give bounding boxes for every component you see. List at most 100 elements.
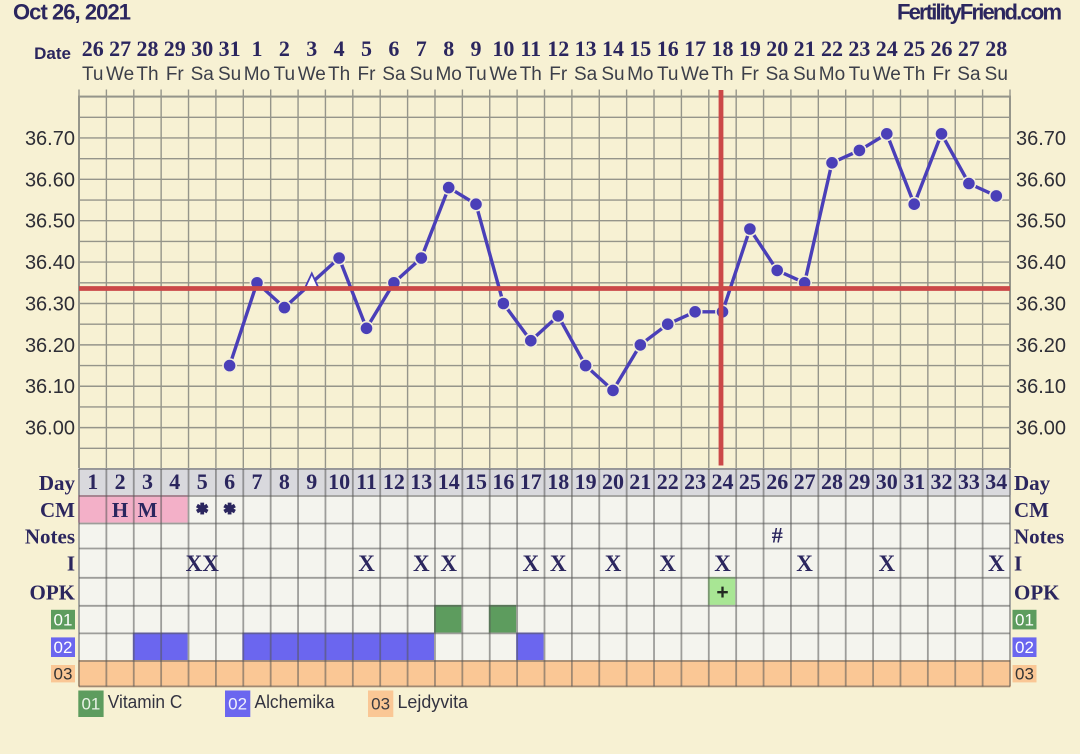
svg-text:X: X <box>522 551 539 576</box>
svg-text:Fr: Fr <box>933 64 952 85</box>
svg-text:Sa: Sa <box>766 64 790 85</box>
svg-text:Mo: Mo <box>244 64 270 85</box>
svg-text:X: X <box>878 551 895 576</box>
svg-text:OPK: OPK <box>30 580 76 604</box>
svg-text:Su: Su <box>410 64 433 85</box>
svg-text:02: 02 <box>228 695 247 714</box>
svg-text:We: We <box>298 64 326 85</box>
svg-text:I: I <box>1014 552 1022 576</box>
svg-text:Mo: Mo <box>627 64 653 85</box>
svg-text:26: 26 <box>82 36 104 61</box>
svg-text:8: 8 <box>279 469 290 494</box>
svg-text:X: X <box>988 551 1005 576</box>
svg-text:01: 01 <box>1015 611 1034 630</box>
svg-text:We: We <box>873 64 901 85</box>
svg-text:Day: Day <box>39 471 76 495</box>
svg-text:03: 03 <box>54 665 73 684</box>
svg-text:Oct 26, 2021: Oct 26, 2021 <box>13 0 131 25</box>
svg-text:We: We <box>106 64 134 85</box>
svg-text:10: 10 <box>328 469 350 494</box>
svg-text:CM: CM <box>1014 498 1049 522</box>
svg-text:36.30: 36.30 <box>25 294 75 316</box>
svg-text:02: 02 <box>1015 638 1034 657</box>
svg-text:#: # <box>772 523 783 548</box>
svg-text:Th: Th <box>711 64 733 85</box>
svg-text:I: I <box>67 552 75 576</box>
svg-text:7: 7 <box>416 36 427 61</box>
svg-text:Lejdyvita: Lejdyvita <box>398 692 469 712</box>
svg-text:36.50: 36.50 <box>1016 211 1066 233</box>
svg-text:16: 16 <box>492 469 514 494</box>
svg-text:9: 9 <box>471 36 482 61</box>
svg-text:Su: Su <box>601 64 624 85</box>
svg-text:OPK: OPK <box>1014 580 1060 604</box>
svg-text:1: 1 <box>252 36 263 61</box>
svg-text:36.70: 36.70 <box>1016 128 1066 150</box>
svg-text:FertilityFriend.com: FertilityFriend.com <box>897 0 1062 25</box>
svg-text:03: 03 <box>1015 665 1034 684</box>
svg-text:25: 25 <box>739 469 761 494</box>
svg-text:Tu: Tu <box>274 64 295 85</box>
svg-text:25: 25 <box>903 36 925 61</box>
svg-text:20: 20 <box>766 36 788 61</box>
svg-text:X: X <box>358 551 375 576</box>
svg-text:21: 21 <box>794 36 816 61</box>
svg-text:Alchemika: Alchemika <box>255 692 336 712</box>
svg-text:23: 23 <box>848 36 870 61</box>
svg-text:X: X <box>550 551 567 576</box>
svg-text:Tu: Tu <box>657 64 678 85</box>
svg-text:We: We <box>489 64 517 85</box>
svg-text:32: 32 <box>931 469 953 494</box>
svg-text:X: X <box>413 551 430 576</box>
svg-text:Tu: Tu <box>465 64 486 85</box>
svg-text:33: 33 <box>958 469 980 494</box>
svg-text:24: 24 <box>876 36 898 61</box>
svg-text:36.40: 36.40 <box>1016 252 1066 274</box>
svg-text:36.60: 36.60 <box>25 169 75 191</box>
svg-text:Fr: Fr <box>358 64 377 85</box>
svg-text:X: X <box>796 551 813 576</box>
svg-text:Su: Su <box>985 64 1008 85</box>
svg-text:9: 9 <box>306 469 317 494</box>
svg-text:3: 3 <box>142 469 153 494</box>
svg-text:18: 18 <box>547 469 569 494</box>
svg-text:23: 23 <box>684 469 706 494</box>
svg-text:Th: Th <box>903 64 925 85</box>
svg-text:We: We <box>681 64 709 85</box>
svg-text:19: 19 <box>739 36 761 61</box>
svg-text:16: 16 <box>657 36 679 61</box>
svg-text:29: 29 <box>164 36 186 61</box>
svg-text:Mo: Mo <box>819 64 845 85</box>
svg-text:36.70: 36.70 <box>25 128 75 150</box>
svg-text:1: 1 <box>87 469 98 494</box>
svg-text:H: H <box>112 498 128 522</box>
svg-text:13: 13 <box>575 36 597 61</box>
svg-text:36.10: 36.10 <box>25 376 75 398</box>
svg-text:8: 8 <box>443 36 454 61</box>
svg-text:Notes: Notes <box>1014 525 1064 549</box>
svg-text:36.30: 36.30 <box>1016 294 1066 316</box>
svg-text:36.20: 36.20 <box>25 335 75 357</box>
svg-text:CM: CM <box>40 498 75 522</box>
svg-text:31: 31 <box>903 469 925 494</box>
svg-text:28: 28 <box>137 36 159 61</box>
svg-text:31: 31 <box>219 36 241 61</box>
svg-text:Th: Th <box>520 64 542 85</box>
svg-text:01: 01 <box>81 695 100 714</box>
svg-text:2: 2 <box>279 36 290 61</box>
svg-text:Vitamin C: Vitamin C <box>108 692 183 712</box>
svg-text:34: 34 <box>985 469 1007 494</box>
svg-text:Sa: Sa <box>382 64 406 85</box>
svg-text:27: 27 <box>958 36 980 61</box>
svg-text:X: X <box>440 551 457 576</box>
svg-text:36.10: 36.10 <box>1016 376 1066 398</box>
svg-text:X: X <box>605 551 622 576</box>
svg-text:7: 7 <box>252 469 263 494</box>
svg-text:Th: Th <box>328 64 350 85</box>
svg-text:Date: Date <box>34 44 71 63</box>
svg-text:Tu: Tu <box>849 64 870 85</box>
svg-text:X: X <box>714 551 731 576</box>
svg-text:Su: Su <box>793 64 816 85</box>
svg-text:Sa: Sa <box>191 64 215 85</box>
svg-text:36.40: 36.40 <box>25 252 75 274</box>
